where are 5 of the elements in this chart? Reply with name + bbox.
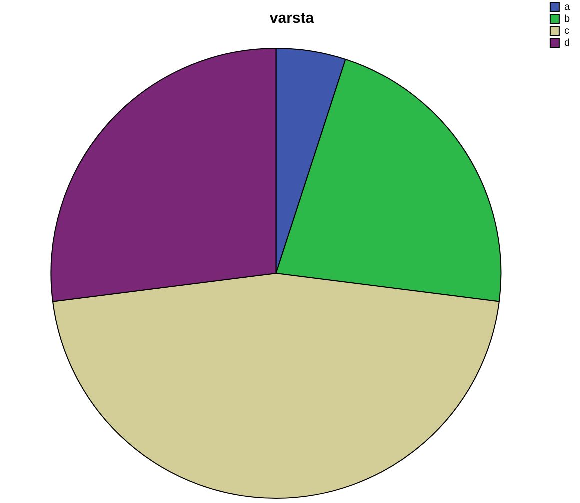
- legend-label: c: [564, 26, 570, 37]
- legend-label: b: [564, 14, 570, 25]
- legend-label: d: [564, 38, 570, 49]
- legend-label: a: [564, 2, 570, 13]
- text: varsta: [270, 10, 315, 28]
